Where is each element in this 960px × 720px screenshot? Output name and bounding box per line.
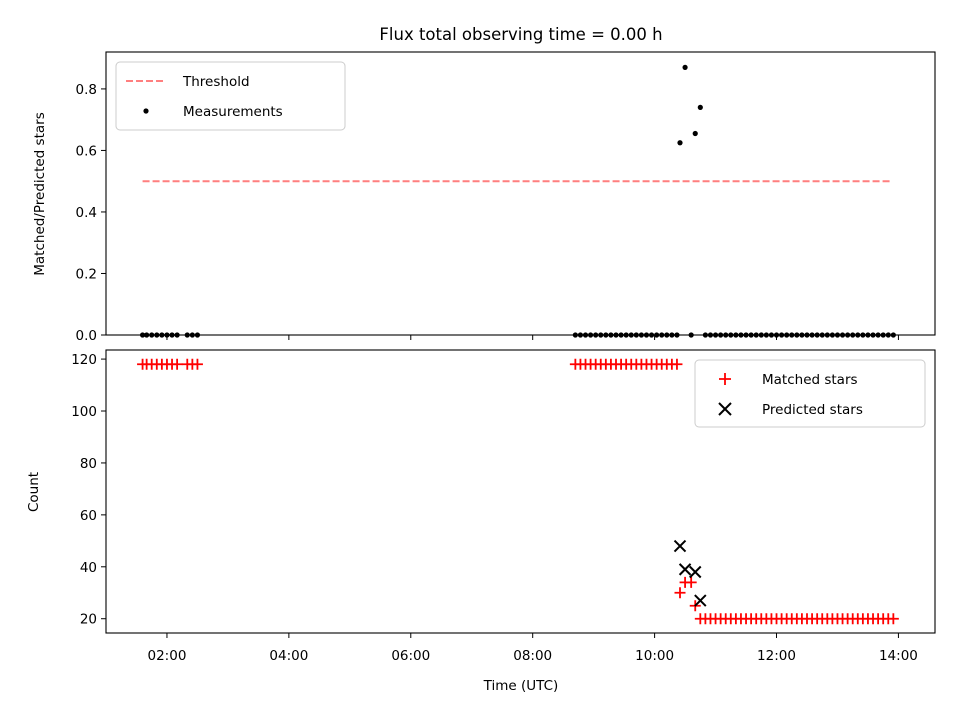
bottom-x-tick-label: 10:00 bbox=[635, 648, 674, 664]
top-axes-frame bbox=[105, 51, 936, 336]
matched-star-point bbox=[887, 613, 899, 625]
bottom-y-axis-label: Count bbox=[26, 472, 42, 512]
bottom-legend: Matched stars Predicted stars bbox=[694, 359, 926, 428]
legend-matched-label: Matched stars bbox=[762, 372, 858, 388]
bottom-x-tick-label: 08:00 bbox=[513, 648, 552, 664]
measurement-point bbox=[677, 140, 683, 146]
bottom-y-tick-label: 120 bbox=[71, 352, 97, 368]
top-y-tick-label: 0.4 bbox=[76, 205, 97, 221]
chart-title: Flux total observing time = 0.00 h bbox=[379, 25, 662, 44]
matched-star-point bbox=[171, 358, 183, 370]
matched-star-point bbox=[671, 358, 683, 370]
bottom-y-ticks: 20 40 60 80 100 120 bbox=[71, 352, 106, 628]
matched-star-point bbox=[191, 358, 203, 370]
x-axis-label: Time (UTC) bbox=[483, 678, 559, 694]
measurement-point bbox=[697, 104, 703, 110]
bottom-y-tick-label: 80 bbox=[80, 456, 97, 472]
top-y-tick-label: 0.2 bbox=[76, 266, 97, 282]
legend-predicted-label: Predicted stars bbox=[762, 402, 863, 418]
bottom-x-tick-label: 02:00 bbox=[148, 648, 187, 664]
bottom-y-tick-label: 60 bbox=[80, 508, 97, 524]
top-y-ticks: 0.0 0.2 0.4 0.6 0.8 bbox=[76, 82, 106, 344]
top-y-tick-label: 0.0 bbox=[76, 328, 97, 344]
bottom-y-tick-label: 20 bbox=[80, 612, 97, 628]
top-x-ticks bbox=[166, 335, 899, 340]
bottom-y-tick-label: 100 bbox=[71, 404, 97, 420]
legend-predicted-swatch bbox=[718, 402, 732, 416]
legend-matched-swatch bbox=[719, 373, 731, 385]
top-y-tick-label: 0.6 bbox=[76, 143, 97, 159]
top-legend-box bbox=[115, 61, 346, 131]
measurement-point bbox=[692, 130, 698, 137]
bottom-x-tick-label: 04:00 bbox=[269, 648, 308, 664]
bottom-legend-box bbox=[694, 359, 926, 428]
bottom-axes: 20 40 60 80 100 120 02:00 04:00 06:00 08:00 10:00… bbox=[26, 349, 936, 694]
bottom-x-tick-label: 12:00 bbox=[757, 648, 796, 664]
matched-star-point bbox=[674, 587, 686, 599]
bottom-y-tick-label: 40 bbox=[80, 560, 97, 576]
measurement-point bbox=[682, 64, 688, 70]
bottom-axes-frame bbox=[105, 349, 936, 634]
predicted-star-point bbox=[694, 594, 707, 607]
bottom-plot-area bbox=[137, 358, 899, 625]
legend-measurements-label: Measurements bbox=[183, 104, 283, 120]
top-axes: 0.00.20.40.60.8 Matched/Predicted stars … bbox=[32, 51, 936, 344]
matched-star-point bbox=[685, 576, 697, 588]
top-legend: Threshold Measurements bbox=[115, 61, 346, 131]
legend-measurements-swatch bbox=[143, 108, 149, 114]
predicted-star-point bbox=[678, 563, 692, 576]
bottom-x-ticks: 02:00 04:00 06:00 08:00 10:00 12:00 14:00 bbox=[148, 633, 918, 664]
predicted-star-point bbox=[689, 565, 702, 579]
bottom-x-tick-label: 14:00 bbox=[879, 648, 918, 664]
top-y-axis-label: Matched/Predicted stars bbox=[32, 112, 48, 275]
legend-threshold-label: Threshold bbox=[182, 74, 250, 90]
predicted-star-point bbox=[673, 539, 687, 553]
top-y-tick-label: 0.8 bbox=[76, 82, 97, 98]
bottom-x-tick-label: 06:00 bbox=[391, 648, 430, 664]
